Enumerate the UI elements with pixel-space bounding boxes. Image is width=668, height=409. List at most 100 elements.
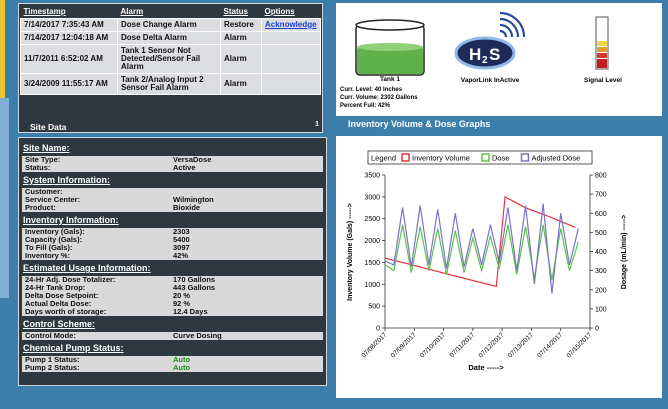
field-value: Bioxide (173, 203, 201, 212)
field-value: Curve Dosing (173, 331, 222, 340)
field-label: 24-Hr Tank Drop: (25, 283, 86, 292)
alarm-timestamp: 3/24/2009 11:55:17 AM (20, 73, 118, 95)
y2-tick-label: 100 (595, 306, 607, 313)
field-value: 20 % (173, 291, 191, 300)
y2-tick-label: 500 (595, 230, 607, 237)
y-tick-label: 2500 (364, 216, 380, 223)
y-tick-label: 1500 (364, 260, 380, 267)
alarm-row: 7/14/2017 12:04:18 AM Dose Delta Alarm Ala… (20, 31, 321, 45)
tank-line: Curr. Level: 40 Inches (340, 87, 403, 93)
alarm-status: Restore (220, 18, 262, 32)
y-tick-label: 3500 (364, 173, 380, 180)
series-line (384, 224, 579, 281)
x-tick-label: 07/11/2017 (449, 331, 477, 359)
field-label: Product: (25, 203, 56, 212)
alarm-status: Alarm (220, 44, 262, 74)
x-tick-label: 07/14/2017 (536, 331, 564, 359)
field-label: Inventory (Gals): (25, 227, 85, 236)
signal-bar (597, 47, 607, 52)
y-tick-label: 3000 (364, 194, 380, 201)
y-axis-title: Inventory Volume (Gals) -----> (347, 203, 354, 301)
alarm-name: Dose Delta Alarm (117, 31, 221, 45)
field-label: Control Mode: (25, 331, 76, 340)
row-background (22, 292, 323, 300)
row-background (22, 236, 323, 244)
alarm-status: Alarm (220, 31, 262, 45)
acknowledge-link[interactable]: Acknowledge (265, 20, 317, 29)
alarm-option-cell: Acknowledge (261, 18, 321, 32)
field-label: Site Type: (25, 155, 61, 164)
field-label: 24-Hr Adj. Dose Totalizer: (25, 275, 116, 284)
x-tick-label: 07/13/2017 (507, 331, 535, 359)
section-title: Chemical Pump Status: (23, 343, 124, 353)
alarm-timestamp: 7/14/2017 12:04:18 AM (20, 31, 118, 45)
vapor-icon-text: S (489, 45, 500, 64)
y2-axis-title: Dosage (mL/min) -----> (621, 215, 628, 289)
row-background (22, 276, 323, 284)
y2-tick-label: 200 (595, 287, 607, 294)
tank-line: Percent Full: 42% (340, 103, 391, 109)
field-label: To Fill (Gals): (25, 243, 73, 252)
signal-bar (597, 41, 607, 46)
tank-line: Curr. Volume: 2302 Gallons (340, 95, 418, 101)
row-background (22, 300, 323, 308)
row-background (22, 188, 323, 196)
tank-fill (357, 47, 423, 74)
field-value: VersaDose (173, 155, 212, 164)
row-background (22, 228, 323, 236)
column-header: Timestamp (23, 7, 66, 16)
tank-fill-top (357, 43, 423, 51)
field-label: Service Center: (25, 195, 81, 204)
legend-box (367, 150, 593, 165)
tank-top (355, 19, 425, 31)
x-tick-label: 07/12/2017 (478, 331, 506, 359)
row-background (22, 204, 323, 212)
x-tick-label: 07/10/2017 (419, 331, 447, 359)
alarm-table: Timestamp Alarm Status Options 7/14/2017 7:3… (20, 5, 321, 95)
signal-bar (597, 53, 607, 58)
signal-label: Signal Level (584, 77, 622, 84)
alarm-timestamp: 11/7/2011 6:52:02 AM (20, 44, 118, 74)
series-line (384, 203, 579, 294)
row-background (22, 156, 323, 164)
field-value: 92 % (173, 299, 191, 308)
field-value: Active (173, 163, 196, 172)
field-label: Delta Dose Setpoint: (25, 291, 99, 300)
row-background (22, 364, 323, 372)
field-label: Inventory %: (25, 251, 71, 260)
row-background (22, 252, 323, 260)
row-background (22, 244, 323, 252)
alarm-row: 7/14/2017 7:35:43 AM Dose Change Alarm Res… (20, 18, 321, 32)
x-tick-label: 07/09/2017 (390, 331, 418, 359)
legend-label: Dose (492, 154, 510, 163)
legend-label: Adjusted Dose (531, 154, 580, 163)
wifi-icon (499, 11, 526, 38)
field-value: 12.4 Days (173, 307, 208, 316)
field-value: Auto (173, 355, 191, 364)
y2-tick-label: 0 (595, 326, 599, 333)
tank-name: Tank 1 (380, 76, 400, 83)
x-tick-label: 07/15/2017 (565, 331, 593, 359)
alarm-timestamp: 7/14/2017 7:35:43 AM (20, 18, 118, 32)
series-line (384, 195, 576, 288)
legend-swatch (401, 153, 410, 162)
graphs-title: Inventory Volume & Dose Graphs (348, 119, 491, 129)
column-header: Options (264, 7, 295, 16)
field-value: 5400 (173, 235, 190, 244)
row-background (22, 356, 323, 364)
field-value: Wilmington (173, 195, 214, 204)
alarm-row: 11/7/2011 6:52:02 AM Tank 1 Sensor Not De… (20, 44, 321, 74)
field-label: Status: (25, 163, 51, 172)
alarm-panel: Timestamp Alarm Status Options 7/14/2017 7:3… (18, 3, 323, 133)
section-title: Estimated Usage Information: (23, 263, 151, 273)
y-tick-label: 2000 (364, 238, 380, 245)
signal-bar (597, 59, 607, 68)
legend-swatch (481, 153, 490, 162)
section-title: System Information: (23, 175, 111, 185)
y2-tick-label: 300 (595, 268, 607, 275)
vapor-icon (454, 36, 516, 70)
row-background (22, 332, 323, 340)
x-tick-label: 07/08/2017 (360, 331, 388, 359)
alarm-table-host: Timestamp Alarm Status Options 7/14/2017 7:3… (20, 5, 321, 95)
